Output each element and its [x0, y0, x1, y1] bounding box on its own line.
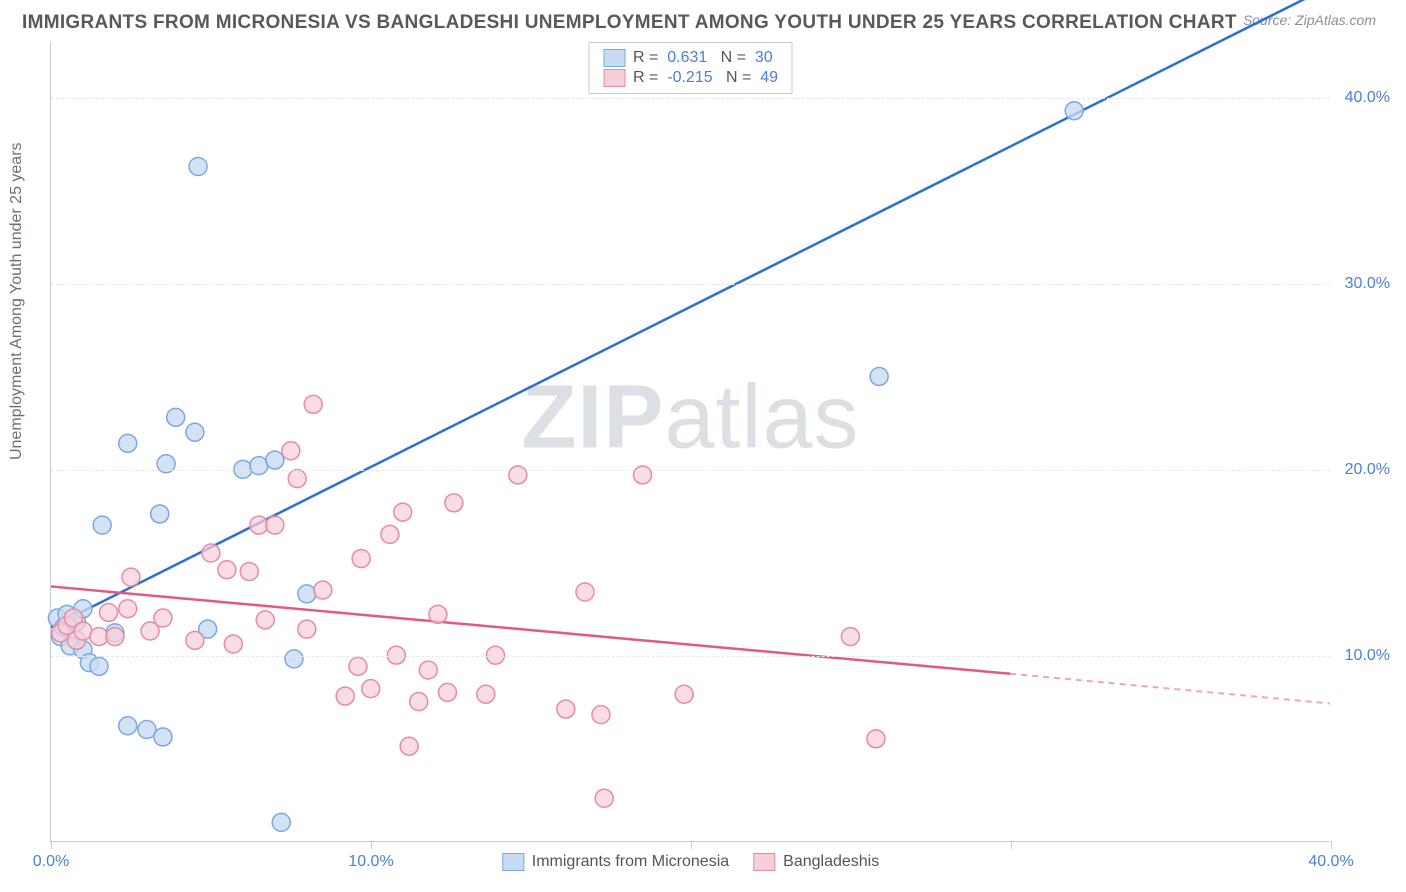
swatch-icon: [753, 853, 775, 871]
data-point: [202, 544, 220, 562]
data-point: [154, 728, 172, 746]
swatch-icon: [603, 49, 625, 67]
data-point: [867, 730, 885, 748]
data-point: [394, 503, 412, 521]
data-point: [151, 505, 169, 523]
chart-title: IMMIGRANTS FROM MICRONESIA VS BANGLADESH…: [22, 12, 1237, 34]
data-point: [288, 470, 306, 488]
data-point: [266, 451, 284, 469]
data-point: [410, 693, 428, 711]
gridline: [51, 98, 1330, 99]
series-legend: Immigrants from Micronesia Bangladeshis: [494, 853, 887, 871]
data-point: [167, 408, 185, 426]
data-point: [106, 628, 124, 646]
data-point: [272, 813, 290, 831]
data-point: [509, 466, 527, 484]
data-point: [314, 581, 332, 599]
data-point: [285, 650, 303, 668]
data-point: [429, 605, 447, 623]
data-point: [119, 600, 137, 618]
x-tick-label: 0.0%: [33, 853, 69, 871]
data-point: [557, 700, 575, 718]
data-point: [298, 620, 316, 638]
legend-label: Immigrants from Micronesia: [532, 853, 729, 871]
stats-row: R = 0.631 N = 30: [603, 49, 778, 67]
swatch-icon: [502, 853, 524, 871]
data-point: [352, 550, 370, 568]
data-point: [256, 611, 274, 629]
data-point: [675, 685, 693, 703]
data-point: [400, 737, 418, 755]
data-point: [438, 683, 456, 701]
legend-label: Bangladeshis: [783, 853, 879, 871]
swatch-icon: [603, 69, 625, 87]
data-point: [119, 434, 137, 452]
gridline: [51, 656, 1330, 657]
data-point: [841, 628, 859, 646]
data-point: [419, 661, 437, 679]
gridline: [51, 284, 1330, 285]
data-point: [282, 442, 300, 460]
x-tick: [371, 841, 372, 849]
data-point: [304, 395, 322, 413]
data-point: [381, 525, 399, 543]
x-tick: [51, 841, 52, 849]
data-point: [336, 687, 354, 705]
x-tick: [691, 841, 692, 849]
legend-item: Immigrants from Micronesia: [502, 853, 729, 871]
chart-svg: [51, 42, 1330, 841]
stats-text: R = -0.215 N = 49: [633, 69, 778, 87]
gridline: [51, 470, 1330, 471]
y-tick-label: 40.0%: [1345, 89, 1390, 107]
plot-area: ZIPatlas R = 0.631 N = 30R = -0.215 N = …: [50, 42, 1330, 842]
data-point: [240, 563, 258, 581]
data-point: [634, 466, 652, 484]
x-tick-label: 10.0%: [348, 853, 393, 871]
data-point: [122, 568, 140, 586]
trend-line: [51, 586, 1010, 673]
data-point: [93, 516, 111, 534]
data-point: [186, 631, 204, 649]
data-point: [445, 494, 463, 512]
x-tick: [1011, 841, 1012, 849]
data-point: [189, 158, 207, 176]
data-point: [477, 685, 495, 703]
data-point: [298, 585, 316, 603]
data-point: [90, 657, 108, 675]
data-point: [218, 561, 236, 579]
stats-text: R = 0.631 N = 30: [633, 49, 773, 67]
data-point: [362, 680, 380, 698]
y-axis-label: Unemployment Among Youth under 25 years: [8, 142, 26, 460]
data-point: [592, 706, 610, 724]
y-tick-label: 10.0%: [1345, 647, 1390, 665]
data-point: [576, 583, 594, 601]
legend-item: Bangladeshis: [753, 853, 879, 871]
trend-line-ext: [1010, 674, 1330, 704]
data-point: [100, 603, 118, 621]
data-point: [870, 367, 888, 385]
data-point: [119, 717, 137, 735]
x-tick-label: 40.0%: [1308, 853, 1353, 871]
data-point: [1065, 102, 1083, 120]
data-point: [266, 516, 284, 534]
data-point: [224, 635, 242, 653]
x-tick: [1331, 841, 1332, 849]
stats-legend: R = 0.631 N = 30 R = -0.215 N = 49: [588, 42, 793, 94]
data-point: [595, 789, 613, 807]
y-tick-label: 20.0%: [1345, 461, 1390, 479]
data-point: [138, 721, 156, 739]
trend-line: [51, 0, 1330, 627]
data-point: [186, 423, 204, 441]
data-point: [154, 609, 172, 627]
y-tick-label: 30.0%: [1345, 275, 1390, 293]
stats-row: R = -0.215 N = 49: [603, 69, 778, 87]
data-point: [349, 657, 367, 675]
